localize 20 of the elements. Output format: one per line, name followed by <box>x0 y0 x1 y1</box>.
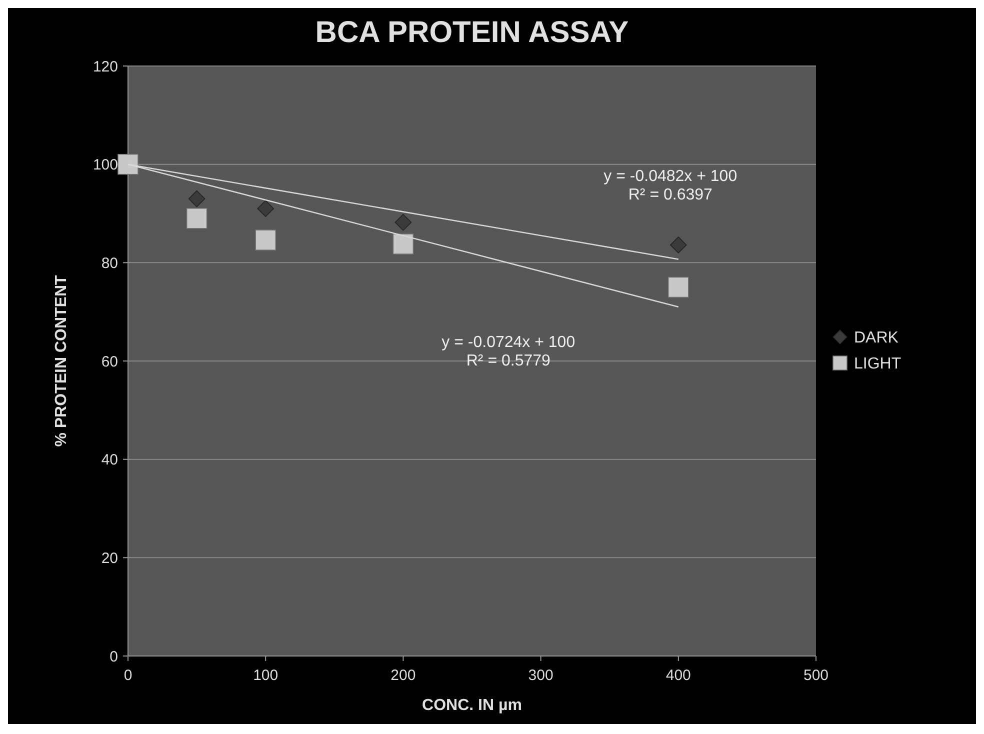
y-tick-label: 80 <box>101 254 118 272</box>
x-tick-label: 100 <box>253 667 278 684</box>
chart-title: BCA PROTEIN ASSAY <box>315 16 629 49</box>
x-tick-label: 0 <box>124 667 132 684</box>
y-axis-title: % PROTEIN CONTENT <box>53 274 70 447</box>
x-tick-label: 300 <box>528 667 554 684</box>
legend-label: LIGHT <box>854 356 902 373</box>
x-tick-label: 500 <box>803 667 829 684</box>
annotation: y = -0.0724x + 100 R² = 0.5779 <box>442 334 576 370</box>
x-tick-label: 400 <box>666 667 691 684</box>
annotation: y = -0.0482x + 100 R² = 0.6397 <box>604 168 738 204</box>
legend-label: DARK <box>854 330 899 347</box>
y-tick-label: 0 <box>110 648 118 666</box>
y-tick-label: 120 <box>92 58 118 76</box>
x-axis-title: CONC. IN µm <box>422 697 522 714</box>
y-tick-label: 100 <box>92 156 118 174</box>
y-tick-label: 20 <box>101 550 118 567</box>
y-tick-label: 60 <box>101 353 118 370</box>
y-tick-label: 40 <box>101 452 118 469</box>
x-tick-label: 200 <box>390 667 416 684</box>
